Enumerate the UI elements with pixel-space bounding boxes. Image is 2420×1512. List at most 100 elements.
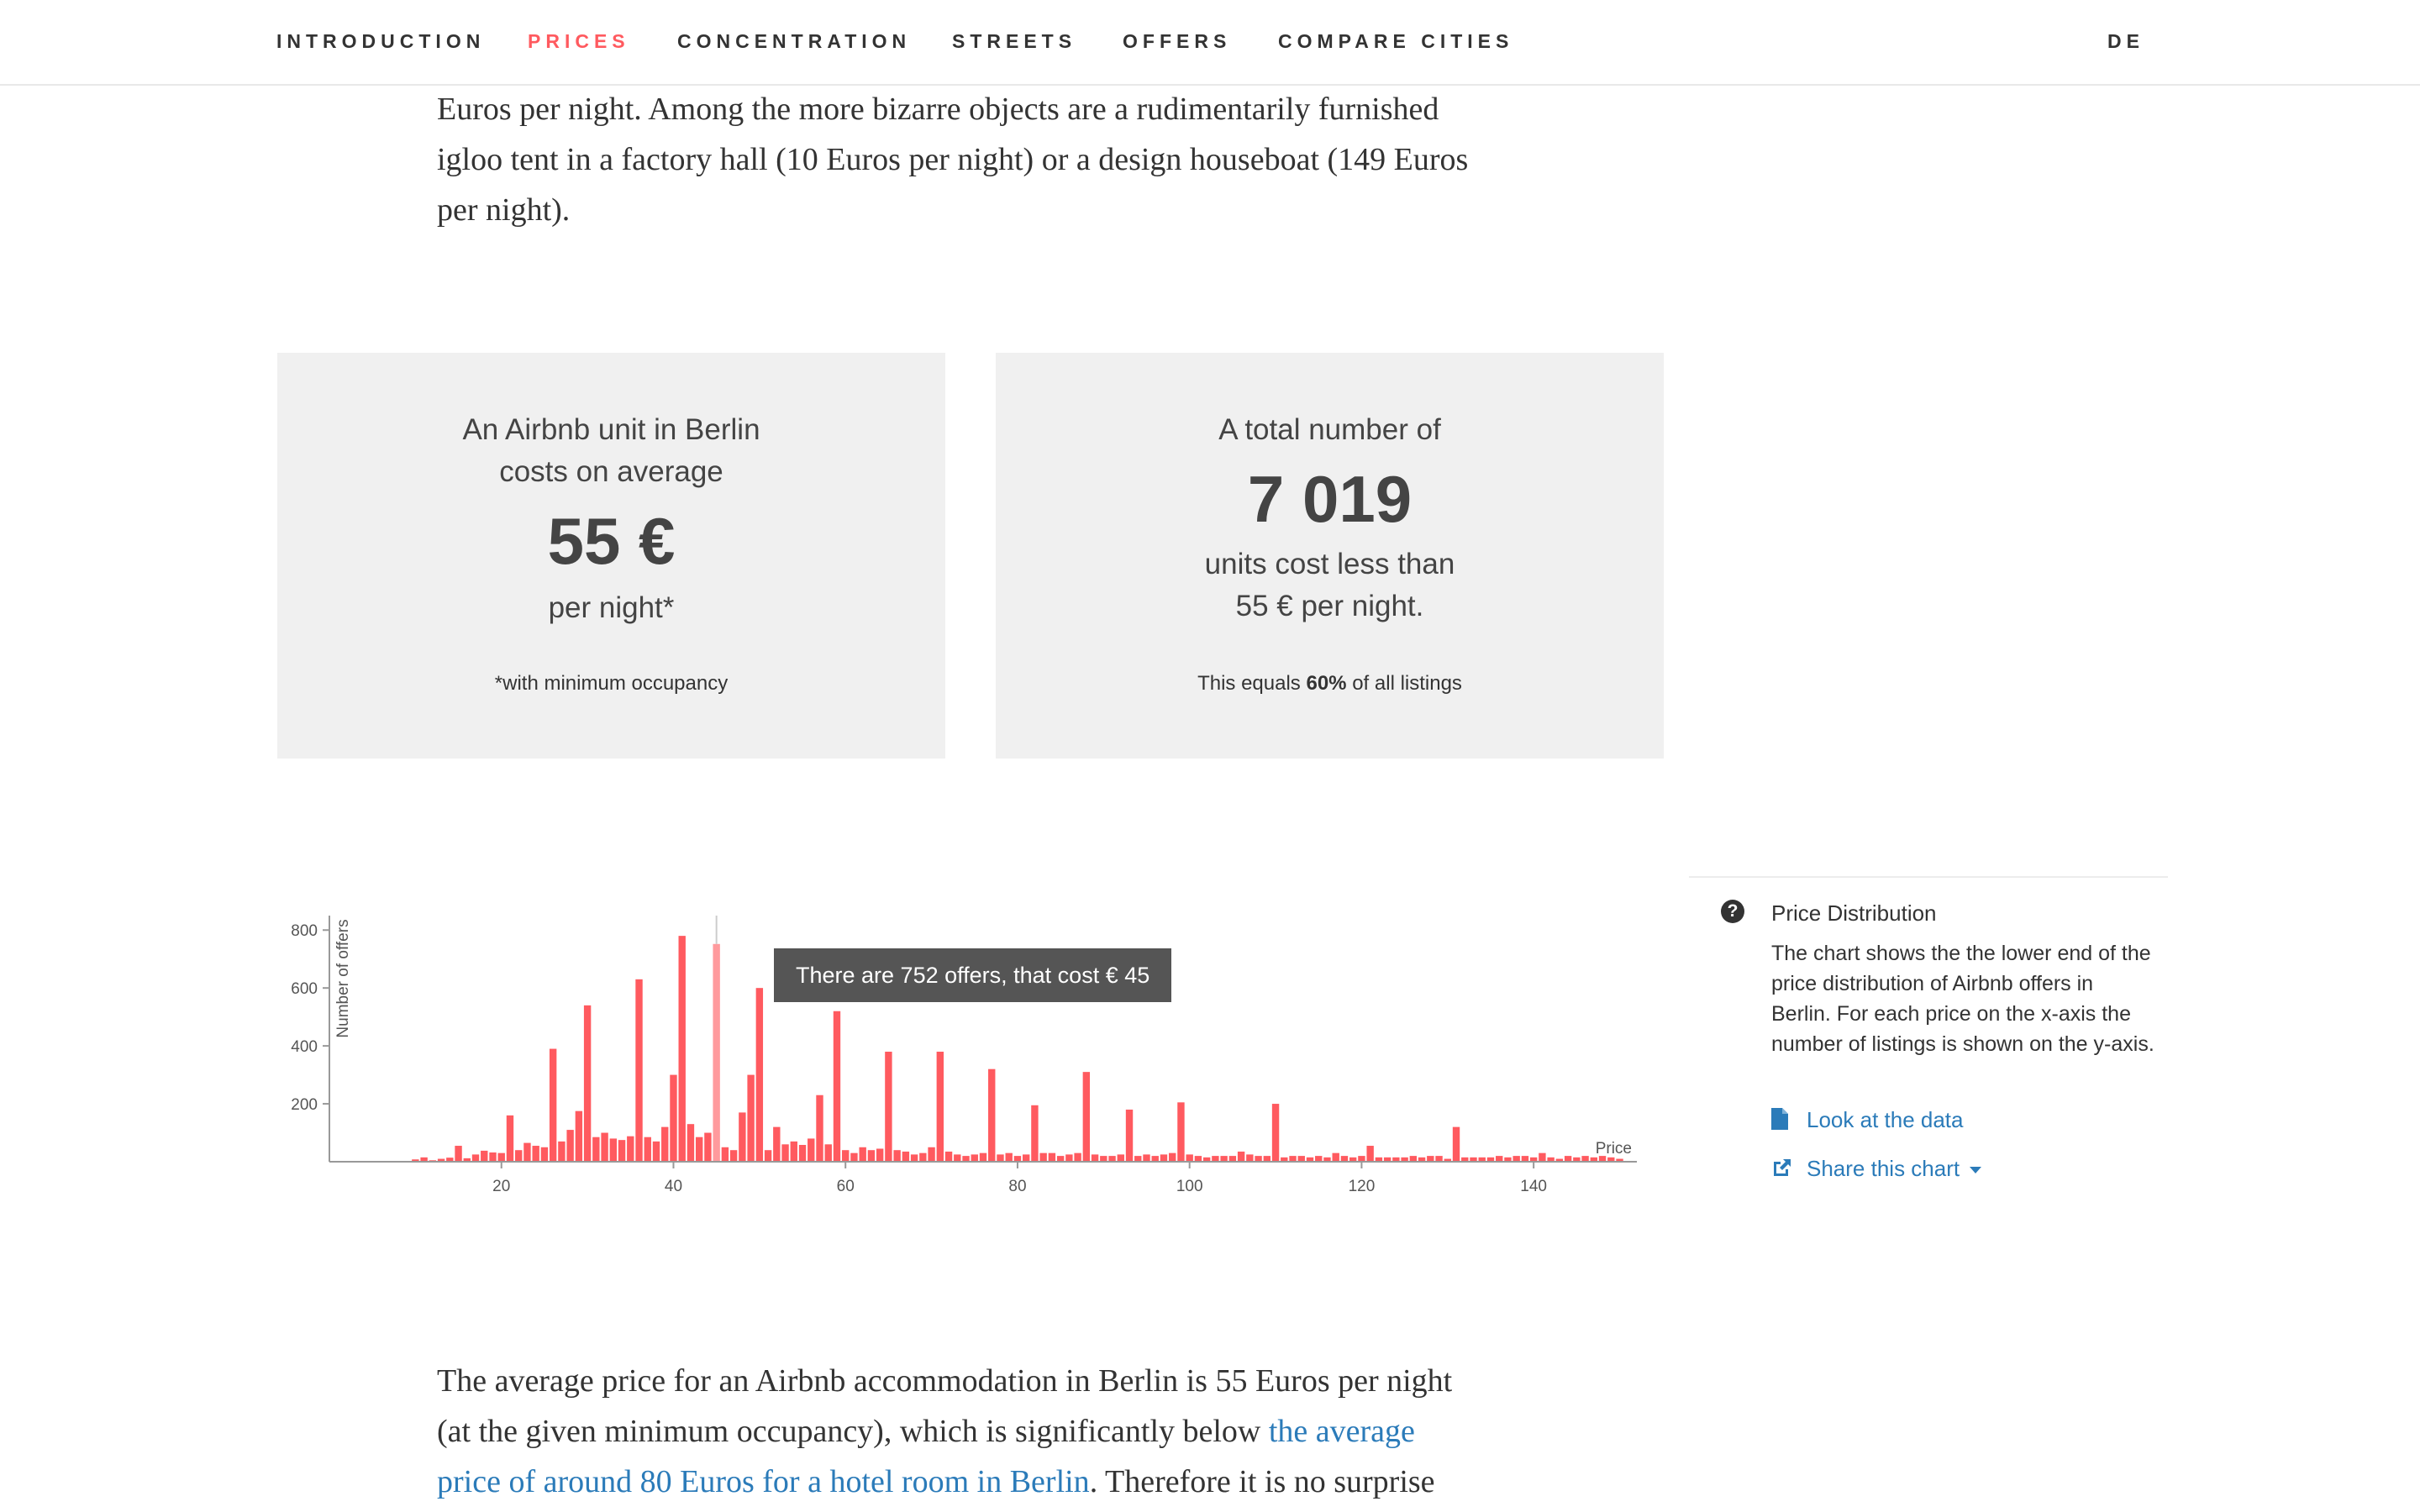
chart-bar[interactable] — [523, 1142, 531, 1162]
chart-bar[interactable] — [808, 1138, 815, 1162]
hotel-price-link-cont[interactable]: price of around 80 Euros for a hotel roo… — [437, 1464, 1090, 1499]
chart-bar[interactable] — [1117, 1154, 1124, 1162]
chart-bar[interactable] — [1074, 1152, 1081, 1162]
chart-bar[interactable] — [1512, 1156, 1520, 1162]
chart-bar[interactable] — [1349, 1157, 1357, 1162]
chart-bar[interactable] — [1401, 1157, 1408, 1162]
chart-bar[interactable] — [1160, 1154, 1168, 1162]
chart-bar[interactable] — [859, 1147, 866, 1162]
chart-bar[interactable] — [1375, 1157, 1383, 1162]
chart-bar[interactable] — [893, 1150, 901, 1162]
chart-bar[interactable] — [1529, 1157, 1538, 1162]
chart-bar[interactable] — [729, 1150, 738, 1162]
chart-bar[interactable] — [687, 1124, 695, 1162]
chart-bar[interactable] — [1125, 1109, 1134, 1162]
chart-bar[interactable] — [962, 1156, 970, 1162]
chart-bar[interactable] — [1056, 1156, 1065, 1162]
chart-bar[interactable] — [1539, 1152, 1546, 1162]
chart-bar[interactable] — [635, 979, 643, 1162]
chart-bar[interactable] — [954, 1154, 961, 1162]
chart-bar[interactable] — [798, 1145, 807, 1162]
chart-bar[interactable] — [1306, 1157, 1314, 1162]
chart-bar[interactable] — [489, 1152, 497, 1162]
chart-bar[interactable] — [481, 1150, 488, 1162]
chart-bar[interactable] — [601, 1132, 608, 1162]
chart-bar[interactable] — [721, 1147, 729, 1162]
chart-bar[interactable] — [1607, 1157, 1615, 1162]
chart-bar[interactable] — [1486, 1157, 1495, 1162]
chart-bar[interactable] — [1598, 1156, 1607, 1162]
bars[interactable] — [412, 936, 1623, 1162]
chart-bar[interactable] — [1444, 1158, 1451, 1162]
chart-bar[interactable] — [1212, 1156, 1219, 1162]
nav-concentration[interactable]: CONCENTRATION — [677, 30, 912, 52]
chart-bar[interactable] — [997, 1154, 1004, 1162]
chart-bar[interactable] — [1392, 1157, 1400, 1162]
chart-bar[interactable] — [1202, 1157, 1211, 1162]
chart-bar[interactable] — [1461, 1157, 1469, 1162]
chart-bar[interactable] — [1281, 1157, 1288, 1162]
chart-bar[interactable] — [1091, 1154, 1099, 1162]
look-at-data-link[interactable]: Look at the data — [1771, 1106, 1963, 1136]
chart-bar[interactable] — [867, 1150, 876, 1162]
chart-bar[interactable] — [773, 1126, 781, 1162]
chart-bar[interactable] — [1340, 1156, 1349, 1162]
chart-bar[interactable] — [1237, 1151, 1245, 1162]
chart-bar[interactable] — [592, 1137, 600, 1162]
language-switch[interactable]: DE — [2107, 30, 2144, 52]
chart-bar[interactable] — [575, 1110, 583, 1162]
chart-bar[interactable] — [919, 1152, 927, 1162]
chart-bar[interactable] — [1435, 1156, 1443, 1162]
chart-bar[interactable] — [618, 1140, 626, 1162]
chart-bar[interactable] — [1065, 1154, 1073, 1162]
chart-bar[interactable] — [790, 1141, 797, 1162]
chart-bar[interactable] — [1039, 1152, 1047, 1162]
chart-bar[interactable] — [971, 1154, 978, 1162]
chart-bar[interactable] — [583, 1005, 592, 1162]
chart-bar[interactable] — [1547, 1157, 1555, 1162]
nav-introduction[interactable]: INTRODUCTION — [276, 30, 486, 52]
chart-bar[interactable] — [1427, 1156, 1434, 1162]
chart-bar[interactable] — [670, 1074, 677, 1162]
chart-bar[interactable] — [437, 1158, 445, 1162]
chart-bar[interactable] — [463, 1158, 471, 1162]
share-chart-link[interactable]: Share this chart — [1771, 1155, 1982, 1184]
question-circle-icon[interactable]: ? — [1721, 900, 1744, 923]
chart-bar[interactable] — [1134, 1156, 1142, 1162]
chart-bar[interactable] — [1169, 1152, 1176, 1162]
chart-bar[interactable] — [928, 1147, 935, 1162]
chart-bar[interactable] — [781, 1144, 789, 1162]
chart-bar[interactable] — [1581, 1156, 1589, 1162]
chart-bar[interactable] — [532, 1146, 539, 1162]
chart-bar[interactable] — [1186, 1154, 1193, 1162]
nav-prices[interactable]: PRICES — [528, 30, 630, 52]
chart-bar[interactable] — [695, 1137, 703, 1162]
chart-bar[interactable] — [497, 1152, 505, 1162]
chart-bar[interactable] — [1323, 1157, 1331, 1162]
chart-bar[interactable] — [1383, 1157, 1392, 1162]
chart-bar[interactable] — [644, 1137, 651, 1162]
chart-bar[interactable] — [558, 1141, 566, 1162]
chart-bar[interactable] — [1289, 1156, 1297, 1162]
chart-bar[interactable] — [910, 1154, 918, 1162]
chart-bar[interactable] — [824, 1144, 832, 1162]
chart-bar[interactable] — [1573, 1157, 1581, 1162]
chart-bar[interactable] — [1590, 1157, 1598, 1162]
chart-bar[interactable] — [549, 1048, 557, 1162]
chart-bar[interactable] — [1564, 1156, 1572, 1162]
chart-bar[interactable] — [833, 1011, 841, 1162]
chart-bar[interactable] — [1332, 1152, 1339, 1162]
chart-bar[interactable] — [944, 1151, 953, 1162]
chart-bar[interactable] — [1151, 1156, 1159, 1162]
chart-bar[interactable] — [471, 1154, 480, 1162]
chart-bar[interactable] — [1555, 1158, 1564, 1162]
chart-bar[interactable] — [1100, 1156, 1107, 1162]
chart-bar[interactable] — [1013, 1156, 1022, 1162]
chart-bar[interactable] — [1496, 1156, 1503, 1162]
chart-bar[interactable] — [566, 1130, 574, 1162]
chart-bar[interactable] — [1194, 1156, 1202, 1162]
chart-bar[interactable] — [842, 1150, 850, 1162]
chart-bar[interactable] — [1263, 1156, 1271, 1162]
chart-bar[interactable] — [1504, 1157, 1512, 1162]
chart-bar[interactable] — [1246, 1154, 1254, 1162]
